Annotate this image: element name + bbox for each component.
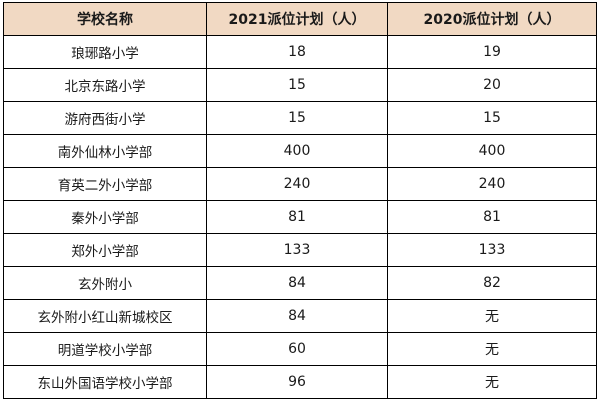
table-row: 东山外国语学校小学部 96 无 [3,365,597,399]
header-plan-2021: 2021派位计划（人） [206,2,388,36]
plan-2020-cell: 81 [387,200,597,234]
table-row: 秦外小学部 81 81 [3,200,597,234]
school-name-cell: 育英二外小学部 [3,167,207,201]
plan-2020-cell: 20 [387,68,597,102]
school-name-cell: 琅琊路小学 [3,35,207,69]
school-name-cell: 玄外附小红山新城校区 [3,299,207,333]
header-row: 学校名称 2021派位计划（人） 2020派位计划（人） [3,2,597,36]
header-school-name: 学校名称 [3,2,207,36]
plan-2020-cell: 82 [387,266,597,300]
table-row: 南外仙林小学部 400 400 [3,134,597,168]
plan-2021-cell: 84 [206,266,388,300]
plan-2020-cell: 无 [387,332,597,366]
plan-2021-cell: 15 [206,68,388,102]
plan-2021-cell: 81 [206,200,388,234]
plan-2020-cell: 133 [387,233,597,267]
plan-2021-cell: 18 [206,35,388,69]
school-name-cell: 秦外小学部 [3,200,207,234]
plan-2020-cell: 15 [387,101,597,135]
plan-2021-cell: 84 [206,299,388,333]
plan-2020-cell: 400 [387,134,597,168]
table-row: 明道学校小学部 60 无 [3,332,597,366]
table-row: 游府西街小学 15 15 [3,101,597,135]
plan-2021-cell: 133 [206,233,388,267]
plan-2021-cell: 400 [206,134,388,168]
table-row: 郑外小学部 133 133 [3,233,597,267]
table-row: 北京东路小学 15 20 [3,68,597,102]
school-name-cell: 郑外小学部 [3,233,207,267]
header-plan-2020: 2020派位计划（人） [387,2,597,36]
table-row: 琅琊路小学 18 19 [3,35,597,69]
plan-2020-cell: 240 [387,167,597,201]
school-name-cell: 北京东路小学 [3,68,207,102]
school-name-cell: 南外仙林小学部 [3,134,207,168]
plan-2021-cell: 240 [206,167,388,201]
table-row: 玄外附小红山新城校区 84 无 [3,299,597,333]
school-name-cell: 东山外国语学校小学部 [3,365,207,399]
table-row: 育英二外小学部 240 240 [3,167,597,201]
school-name-cell: 玄外附小 [3,266,207,300]
school-name-cell: 明道学校小学部 [3,332,207,366]
table-wrapper: 学校名称 2021派位计划（人） 2020派位计划（人） 琅琊路小学 18 19… [3,2,597,399]
table-row: 玄外附小 84 82 [3,266,597,300]
plan-2021-cell: 60 [206,332,388,366]
plan-2020-cell: 19 [387,35,597,69]
school-name-cell: 游府西街小学 [3,101,207,135]
enrollment-plan-table: 学校名称 2021派位计划（人） 2020派位计划（人） 琅琊路小学 18 19… [3,2,597,399]
plan-2020-cell: 无 [387,299,597,333]
plan-2021-cell: 96 [206,365,388,399]
plan-2021-cell: 15 [206,101,388,135]
plan-2020-cell: 无 [387,365,597,399]
